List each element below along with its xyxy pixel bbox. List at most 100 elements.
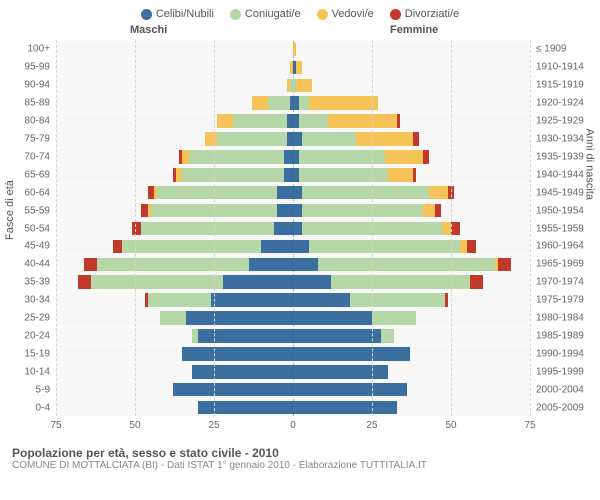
age-label: 75-79 [24, 133, 56, 144]
age-label: 25-29 [24, 313, 56, 324]
bar-segment [309, 96, 379, 110]
gridline [214, 40, 215, 416]
legend-item: Coniugati/e [230, 8, 301, 20]
bar-segment [268, 96, 290, 110]
birth-year-label: 2000-2004 [530, 384, 584, 395]
age-label: 5-9 [36, 384, 56, 395]
legend-item: Divorziati/e [390, 8, 459, 20]
male-header: Maschi [130, 24, 167, 36]
bar-segment [198, 401, 293, 415]
female-bar [293, 365, 388, 379]
plot-area: 100+≤ 190995-991910-191490-941915-191985… [56, 40, 530, 416]
age-label: 90-94 [24, 80, 56, 91]
female-bar [293, 96, 378, 110]
male-bar [182, 347, 293, 361]
age-label: 55-59 [24, 205, 56, 216]
age-label: 100+ [27, 44, 56, 55]
x-tick-label: 50 [445, 420, 456, 431]
bar-segment [429, 186, 448, 200]
male-bar [252, 96, 293, 110]
bar-segment [277, 204, 293, 218]
male-bar [141, 204, 293, 218]
legend-swatch [230, 9, 241, 20]
bar-segment [223, 275, 293, 289]
birth-year-label: 1950-1954 [530, 205, 584, 216]
bar-segment [293, 293, 350, 307]
bar-segment [293, 311, 372, 325]
bar-segment [293, 132, 302, 146]
birth-year-label: ≤ 1909 [530, 44, 567, 55]
legend-item: Vedovi/e [317, 8, 374, 20]
gridline [56, 40, 57, 416]
bar-segment [148, 293, 211, 307]
birth-year-label: 1965-1969 [530, 259, 584, 270]
bar-segment [141, 222, 274, 236]
gridline [530, 40, 531, 416]
age-row: 30-341975-1979 [56, 291, 530, 309]
bar-segment [299, 114, 327, 128]
age-row: 20-241985-1989 [56, 327, 530, 345]
pyramid-chart: Fasce di età Anni di nascita 100+≤ 19099… [0, 40, 600, 440]
legend-label: Divorziati/e [405, 8, 459, 20]
bar-segment [293, 347, 410, 361]
bar-segment [498, 258, 511, 272]
female-header: Femmine [390, 24, 438, 36]
age-row: 90-941915-1919 [56, 76, 530, 94]
birth-year-label: 1990-1994 [530, 348, 584, 359]
bar-segment [451, 222, 460, 236]
age-row: 15-191990-1994 [56, 344, 530, 362]
age-row: 60-641945-1949 [56, 183, 530, 201]
birth-year-label: 1920-1924 [530, 98, 584, 109]
birth-year-label: 1975-1979 [530, 295, 584, 306]
bar-segment [122, 240, 261, 254]
bar-segment [331, 275, 470, 289]
legend-swatch [141, 9, 152, 20]
birth-year-label: 1970-1974 [530, 277, 584, 288]
female-bar [293, 240, 476, 254]
age-label: 10-14 [24, 366, 56, 377]
female-bar [293, 114, 400, 128]
bar-segment [435, 204, 441, 218]
bar-segment [356, 132, 413, 146]
bar-segment [78, 275, 91, 289]
female-bar [293, 150, 429, 164]
bar-segment [84, 258, 97, 272]
male-bar [145, 293, 294, 307]
male-bar [179, 150, 293, 164]
bar-segment [296, 79, 312, 93]
bar-segment [189, 150, 284, 164]
x-tick-label: 75 [50, 420, 61, 431]
male-bar [173, 168, 293, 182]
age-label: 35-39 [24, 277, 56, 288]
x-tick-label: 25 [208, 420, 219, 431]
female-bar [293, 43, 296, 57]
bar-segment [293, 43, 296, 57]
female-bar [293, 258, 511, 272]
chart-subtitle: COMUNE DI MOTTALCIATA (BI) - Dati ISTAT … [12, 460, 588, 471]
bar-segment [249, 258, 293, 272]
bar-segment [217, 132, 287, 146]
male-bar [160, 311, 293, 325]
male-bar [84, 258, 293, 272]
bar-segment [296, 61, 302, 75]
age-label: 65-69 [24, 169, 56, 180]
bar-segment [293, 258, 318, 272]
birth-year-label: 1980-1984 [530, 313, 584, 324]
birth-year-label: 2005-2009 [530, 402, 584, 413]
birth-year-label: 1985-1989 [530, 330, 584, 341]
female-bar [293, 383, 407, 397]
gridline [451, 40, 452, 416]
bar-segment [328, 114, 398, 128]
age-label: 15-19 [24, 348, 56, 359]
bar-segment [442, 222, 451, 236]
bar-segment [211, 293, 293, 307]
female-bar [293, 401, 397, 415]
bar-segment [293, 240, 309, 254]
bar-segment [467, 240, 476, 254]
age-row: 40-441965-1969 [56, 255, 530, 273]
age-label: 0-4 [36, 402, 56, 413]
birth-year-label: 1995-1999 [530, 366, 584, 377]
bar-segment [233, 114, 287, 128]
bar-segment [293, 186, 302, 200]
y-left-axis-title: Fasce di età [4, 180, 16, 240]
